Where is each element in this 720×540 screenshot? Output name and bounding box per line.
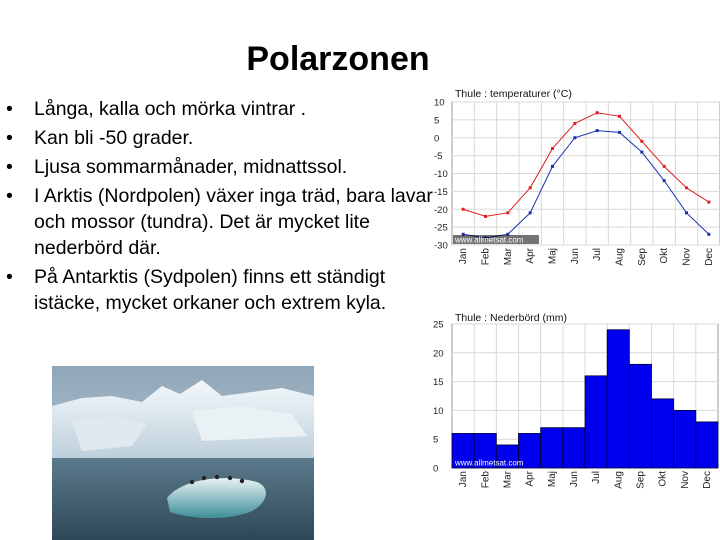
temperature-watermark-bg bbox=[453, 235, 539, 244]
precipitation-y-tick: 0 bbox=[433, 464, 438, 475]
temperature-point bbox=[707, 232, 711, 236]
temperature-x-tick: Dec bbox=[704, 248, 715, 266]
temperature-x-tick: Apr bbox=[525, 247, 536, 263]
bullet-item: I Arktis (Nordpolen) växer inga träd, ba… bbox=[0, 183, 450, 261]
bullet-item: På Antarktis (Sydpolen) finns ett ständi… bbox=[0, 264, 450, 316]
bullet-item: Ljusa sommarmånader, midnattssol. bbox=[0, 154, 450, 180]
precipitation-x-tick: Dec bbox=[702, 471, 713, 489]
temperature-x-tick: Jun bbox=[570, 248, 581, 264]
temperature-y-tick: -5 bbox=[434, 151, 442, 162]
slide-title: Polarzonen bbox=[246, 40, 430, 78]
temperature-point bbox=[484, 214, 487, 218]
precipitation-x-tick: Apr bbox=[525, 470, 536, 486]
temperature-point bbox=[618, 130, 621, 134]
temperature-x-tick: Jul bbox=[592, 248, 603, 261]
temperature-y-tick: -25 bbox=[434, 223, 448, 234]
precipitation-bar bbox=[628, 363, 652, 469]
temperature-y-tick: -30 bbox=[434, 241, 448, 252]
temperature-point bbox=[662, 179, 666, 183]
temperature-x-tick: Sep bbox=[637, 248, 648, 266]
temperature-x-tick: Mar bbox=[503, 247, 514, 265]
temperature-watermark: www.allmetsat.com bbox=[454, 236, 524, 245]
temperature-x-tick: Aug bbox=[615, 248, 626, 266]
bullet-item: Långa, kalla och mörka vintrar . bbox=[0, 96, 450, 122]
temperature-y-tick: -10 bbox=[434, 169, 448, 180]
precipitation-bar bbox=[562, 427, 586, 469]
precipitation-bar bbox=[673, 409, 697, 469]
temperature-x-tick: Jan bbox=[458, 248, 469, 264]
temperature-point bbox=[707, 200, 711, 204]
precipitation-x-tick: Jan bbox=[458, 471, 469, 487]
temperature-point bbox=[595, 111, 599, 115]
temperature-point bbox=[640, 150, 644, 154]
precipitation-bar bbox=[606, 329, 630, 469]
temperature-series-max bbox=[463, 112, 710, 217]
precipitation-x-tick: Sep bbox=[635, 471, 646, 489]
precipitation-bar bbox=[584, 375, 608, 469]
temperature-point bbox=[573, 136, 577, 140]
precipitation-x-tick: Mar bbox=[502, 470, 513, 488]
temperature-series-min bbox=[463, 130, 710, 239]
precipitation-bar bbox=[695, 421, 719, 469]
precipitation-x-tick: Jul bbox=[591, 471, 602, 484]
precipitation-bar bbox=[540, 427, 564, 469]
temperature-point bbox=[506, 232, 510, 236]
temperature-point bbox=[618, 114, 621, 118]
temperature-point bbox=[662, 164, 666, 168]
temperature-y-tick: -15 bbox=[434, 187, 448, 198]
iceberg-photo bbox=[52, 366, 314, 540]
temperature-y-tick: 0 bbox=[434, 133, 439, 144]
temperature-point bbox=[506, 211, 510, 215]
precipitation-x-tick: Aug bbox=[613, 471, 624, 489]
precipitation-x-tick: Maj bbox=[547, 471, 558, 487]
temperature-point bbox=[573, 121, 577, 125]
temperature-x-tick: Okt bbox=[659, 248, 670, 264]
temperature-point bbox=[640, 139, 644, 143]
temperature-point bbox=[595, 129, 599, 133]
precipitation-x-tick: Feb bbox=[480, 471, 491, 489]
temperature-point bbox=[551, 146, 554, 150]
precipitation-y-tick: 5 bbox=[433, 435, 438, 446]
temperature-point bbox=[685, 211, 688, 215]
precipitation-watermark: www.allmetsat.com bbox=[454, 459, 524, 468]
temperature-point bbox=[685, 186, 688, 190]
precipitation-y-tick: 20 bbox=[433, 348, 444, 359]
bullet-item: Kan bli -50 grader. bbox=[0, 125, 450, 151]
temperature-point bbox=[528, 186, 532, 190]
temperature-point bbox=[551, 164, 554, 168]
precipitation-x-tick: Jun bbox=[569, 471, 580, 487]
precipitation-x-tick: Nov bbox=[680, 471, 691, 489]
precipitation-bar bbox=[651, 398, 675, 469]
temperature-point bbox=[461, 232, 465, 236]
temperature-point bbox=[461, 207, 465, 211]
temperature-y-tick: 10 bbox=[434, 98, 445, 109]
temperature-y-tick: 5 bbox=[434, 115, 439, 126]
temperature-x-tick: Feb bbox=[481, 248, 492, 266]
precipitation-x-tick: Okt bbox=[658, 471, 669, 487]
precipitation-y-tick: 25 bbox=[433, 320, 444, 331]
temperature-x-tick: Nov bbox=[682, 248, 693, 266]
precipitation-y-tick: 10 bbox=[433, 406, 444, 417]
temperature-point bbox=[528, 211, 532, 215]
temperature-y-tick: -20 bbox=[434, 205, 448, 216]
precipitation-y-tick: 15 bbox=[433, 377, 444, 388]
precipitation-chart-title: Thule : Nederbörd (mm) bbox=[455, 312, 567, 324]
bullet-list: Långa, kalla och mörka vintrar . Kan bli… bbox=[0, 96, 450, 319]
temperature-x-tick: Maj bbox=[548, 248, 559, 264]
temperature-chart-title: Thule : temperaturer (°C) bbox=[455, 88, 572, 100]
